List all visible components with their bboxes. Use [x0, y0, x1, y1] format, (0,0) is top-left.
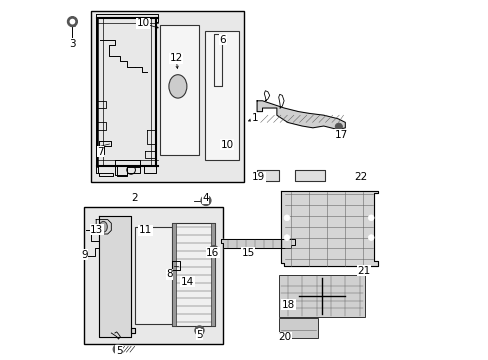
Bar — [172, 223, 215, 326]
Circle shape — [197, 328, 202, 333]
Text: 19: 19 — [252, 172, 265, 183]
Ellipse shape — [99, 221, 107, 232]
Bar — [257, 170, 278, 181]
Bar — [278, 275, 365, 317]
Text: 17: 17 — [334, 130, 347, 140]
Text: 3: 3 — [69, 39, 76, 49]
Text: 13: 13 — [90, 225, 103, 235]
Circle shape — [335, 123, 342, 130]
Text: 12: 12 — [169, 53, 183, 63]
Bar — [160, 25, 199, 155]
Text: 8: 8 — [166, 269, 173, 279]
Bar — [91, 11, 244, 182]
Bar — [257, 170, 278, 181]
Text: 10: 10 — [220, 140, 233, 150]
Bar — [213, 34, 222, 86]
Circle shape — [194, 326, 204, 335]
Circle shape — [115, 347, 120, 352]
Circle shape — [284, 235, 289, 240]
Text: 7: 7 — [97, 147, 103, 157]
Polygon shape — [280, 191, 377, 266]
Circle shape — [284, 215, 289, 221]
Text: 18: 18 — [281, 300, 294, 310]
Circle shape — [203, 198, 208, 203]
Bar — [204, 31, 239, 160]
Text: 20: 20 — [278, 332, 291, 342]
Bar — [134, 227, 172, 324]
Circle shape — [201, 195, 211, 206]
Text: 14: 14 — [181, 276, 194, 287]
Text: 15: 15 — [241, 248, 254, 258]
Text: 6: 6 — [219, 35, 226, 45]
Circle shape — [209, 246, 218, 255]
Bar — [213, 34, 222, 86]
Circle shape — [67, 17, 77, 27]
Text: 9: 9 — [81, 249, 87, 260]
Bar — [278, 318, 318, 338]
Bar — [172, 223, 176, 326]
Circle shape — [367, 235, 373, 240]
Bar — [294, 170, 325, 181]
Text: 16: 16 — [206, 248, 219, 258]
Circle shape — [211, 248, 216, 253]
Circle shape — [113, 345, 122, 354]
Text: 11: 11 — [139, 225, 152, 235]
Ellipse shape — [168, 75, 186, 98]
Text: 21: 21 — [357, 266, 370, 276]
Polygon shape — [99, 216, 134, 337]
Text: 5: 5 — [116, 346, 122, 356]
Text: 2: 2 — [131, 193, 138, 203]
Text: 22: 22 — [353, 172, 366, 183]
Text: 4: 4 — [202, 193, 208, 203]
Bar — [84, 207, 223, 344]
Text: 1: 1 — [251, 113, 258, 123]
Polygon shape — [221, 239, 294, 248]
Bar — [211, 223, 215, 326]
Text: 10: 10 — [136, 18, 149, 28]
Circle shape — [69, 19, 75, 24]
Circle shape — [367, 215, 373, 221]
Text: 5: 5 — [196, 330, 203, 340]
Polygon shape — [257, 101, 345, 130]
Bar — [294, 170, 325, 181]
